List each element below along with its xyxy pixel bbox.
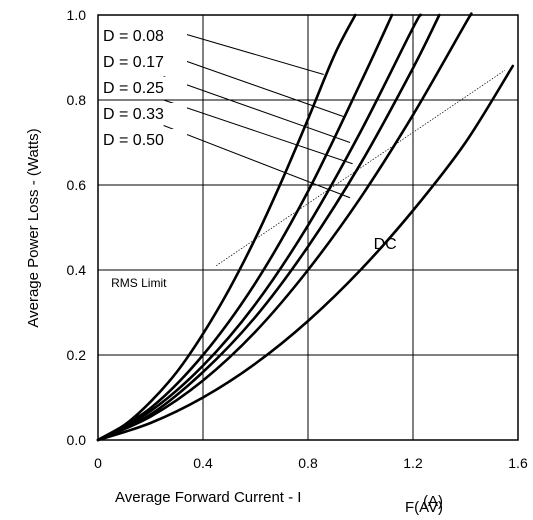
y-tick-label: 0.2: [67, 347, 87, 363]
legend-label-bg: [101, 129, 187, 149]
series-line-d-0-50: [96, 12, 473, 442]
series-line-d-0-08: [96, 13, 357, 442]
annotations: RMS Limit: [111, 27, 506, 290]
y-axis-title: Average Power Loss - (Watts): [25, 128, 42, 327]
legend-label-bg: [101, 77, 187, 97]
legend-leader-line: [163, 125, 351, 199]
dc-series-label: DC: [374, 236, 397, 253]
legend: D = 0.08 D = 0.17 D = 0.25 D = 0.33 D = 0.50…: [101, 25, 397, 253]
tick-labels: 0 0.4 0.8 1.2 1.6 0.0 0.2 0.4 0.6 0.8 1.0: [67, 7, 528, 471]
x-axis-unit: (A): [423, 493, 443, 510]
series-line-d-0-25: [96, 13, 423, 442]
y-tick-label: 0.6: [67, 177, 87, 193]
y-tick-label: 0.4: [67, 262, 87, 278]
legend-label-bg: [101, 51, 187, 71]
x-tick-label: 0.4: [193, 455, 213, 471]
x-tick-label: 0: [94, 455, 102, 471]
legend-label-bg: [101, 103, 187, 123]
legend-label: D = 0.50: [103, 132, 164, 149]
legend-leader-line: [163, 99, 353, 165]
legend-label-bg: [101, 25, 187, 45]
rms-limit-label: RMS Limit: [111, 276, 167, 290]
x-axis-subscript: F(AV): [405, 499, 443, 516]
rms-limit-line: [215, 69, 506, 267]
y-tick-label: 0.8: [67, 92, 87, 108]
x-tick-label: 1.2: [403, 455, 423, 471]
series-line-dc: [96, 64, 515, 442]
x-axis-title: Average Forward Current - I: [115, 489, 301, 506]
series-line-d-0-33: [96, 13, 441, 442]
x-tick-label: 1.6: [508, 455, 528, 471]
legend-label: D = 0.25: [103, 80, 164, 97]
plot-frame: [97, 14, 519, 441]
x-tick-label: 0.8: [298, 455, 318, 471]
y-tick-label: 0.0: [67, 432, 87, 448]
legend-leader-line: [163, 52, 345, 118]
legend-label: D = 0.33: [103, 106, 164, 123]
legend-label: D = 0.08: [103, 28, 164, 45]
series-line-d-0-17: [96, 13, 394, 442]
legend-label: D = 0.17: [103, 54, 164, 71]
legend-leader-line: [163, 76, 351, 143]
legend-leader-line: [163, 27, 324, 75]
series-lines: [96, 12, 515, 442]
y-tick-label: 1.0: [67, 7, 87, 23]
